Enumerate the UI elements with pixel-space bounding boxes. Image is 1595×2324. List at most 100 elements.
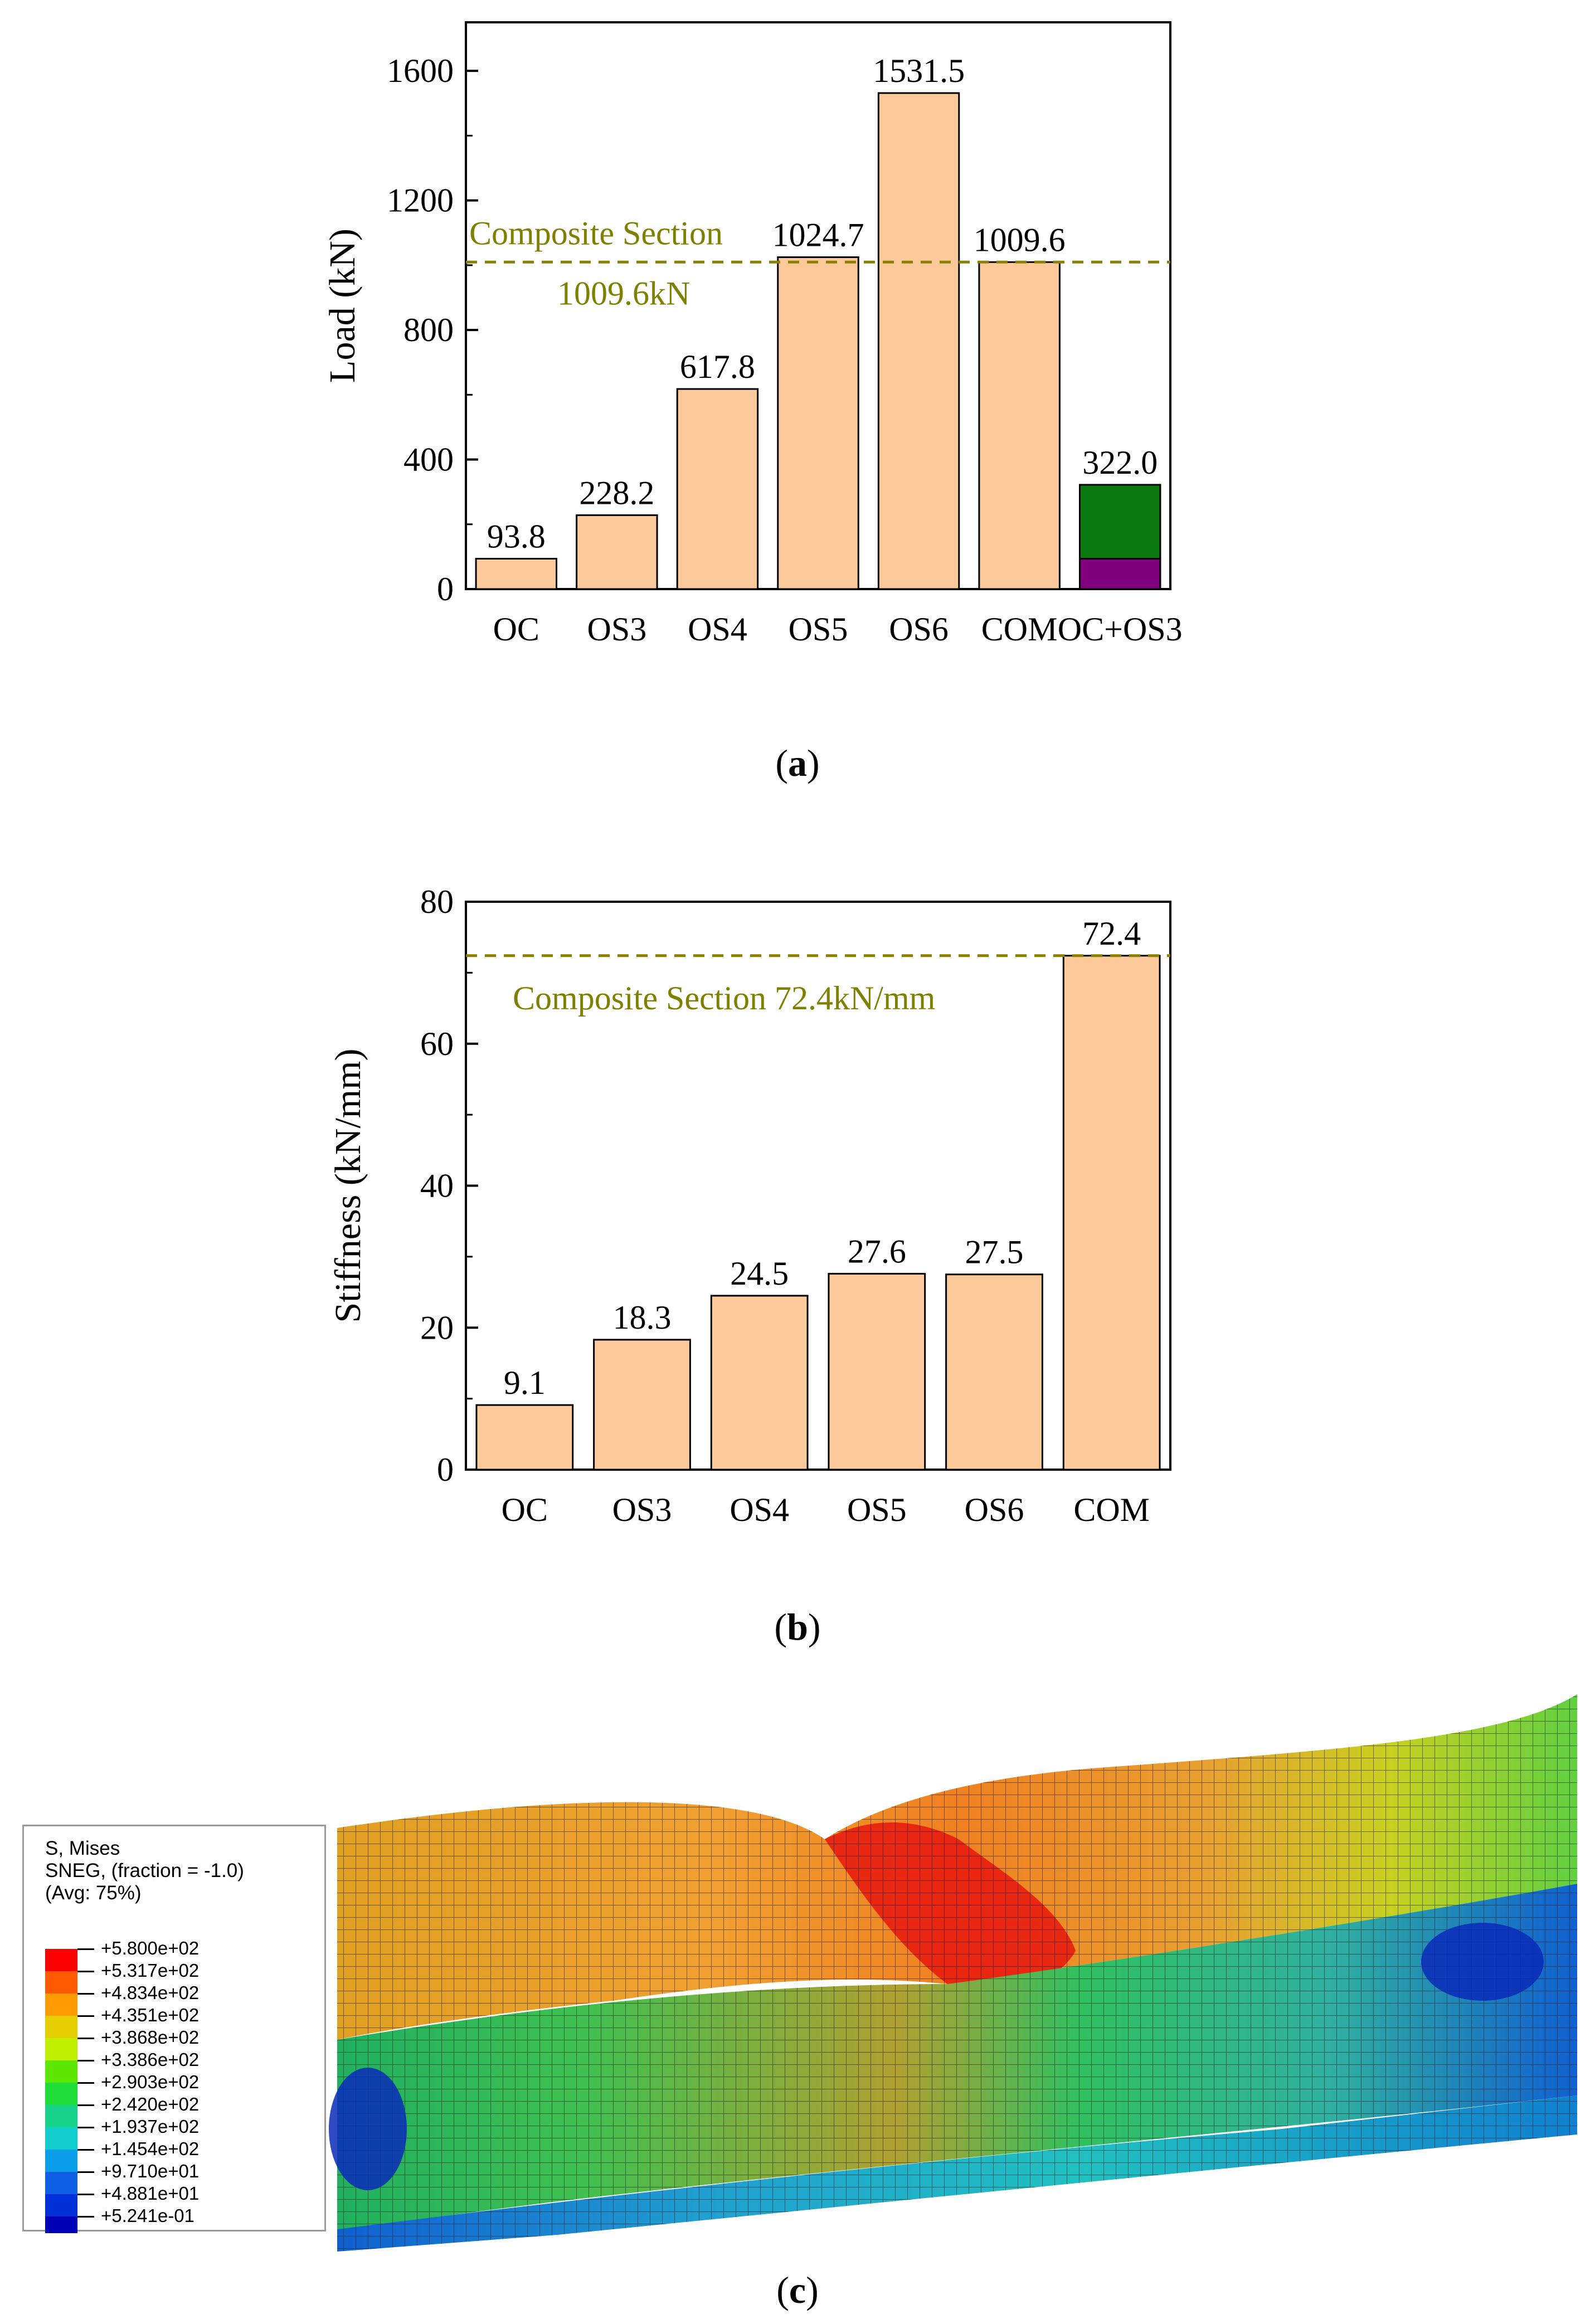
data-label-OS4: 617.8 <box>680 348 755 385</box>
legend-swatch-0 <box>45 1949 77 1972</box>
legend-level-12: +5.241e-01 <box>101 2205 194 2226</box>
legend-swatch-2 <box>45 1994 77 2016</box>
caption-b: (b) <box>774 1606 821 1648</box>
data-label-OC: 9.1 <box>504 1364 546 1401</box>
legend-tick-6 <box>77 2082 94 2084</box>
legend-level-7: +2.420e+02 <box>101 2094 200 2114</box>
bar-COM <box>978 261 1061 590</box>
load-chart-panel: 0 400 800 1200 1600 Load (kN) 93.8 OC 228.2 OS3 61… <box>0 0 1595 814</box>
legend-level-3: +4.351e+02 <box>101 2005 200 2025</box>
y-axis-label: Load (kN) <box>322 228 363 383</box>
x-tick-label-OC+OS3: OC+OS3 <box>1058 611 1183 648</box>
legend-swatch-10 <box>45 2172 77 2195</box>
bar-OC+OS3-segment-os3 <box>1078 484 1161 560</box>
legend-swatch-7 <box>45 2105 77 2128</box>
legend-level-1: +5.317e+02 <box>101 1960 200 1981</box>
bar-OS4 <box>710 1295 809 1471</box>
y-tick-label-3: 1200 <box>387 182 454 219</box>
data-label-OS6: 1531.5 <box>873 52 965 89</box>
bar-OC <box>475 557 558 590</box>
legend-swatch-1 <box>45 1971 77 1994</box>
x-tick-label-OS3: OS3 <box>587 611 647 648</box>
bar-OS6 <box>877 92 960 590</box>
x-tick-label-OC: OC <box>502 1491 548 1528</box>
reference-label-line-2: 1009.6kN <box>557 275 690 312</box>
x-tick-label-OS3: OS3 <box>612 1491 672 1528</box>
legend-title-line-3: (Avg: 75%) <box>45 1882 142 1904</box>
legend-swatch-8 <box>45 2127 77 2150</box>
data-label-OC+OS3: 322.0 <box>1082 444 1158 481</box>
caption-c: (c) <box>776 2269 819 2311</box>
y-tick-label-0: 0 <box>437 1451 454 1488</box>
legend-tick-0 <box>77 1948 94 1950</box>
x-tick-label-OS6: OS6 <box>889 611 949 648</box>
reference-label-line-1: Composite Section <box>469 215 723 251</box>
bar-OS3 <box>593 1339 691 1471</box>
legend-swatch-3 <box>45 2016 77 2039</box>
bar-OS5 <box>777 256 859 590</box>
legend-tick-2 <box>77 1993 94 1995</box>
legend-tick-8 <box>77 2127 94 2128</box>
legend-tick-4 <box>77 2038 94 2039</box>
x-tick-label-OS5: OS5 <box>789 611 848 648</box>
bar-OC <box>475 1404 574 1471</box>
legend-title-line-2: SNEG, (fraction = -1.0) <box>45 1860 244 1881</box>
data-label-COM: 1009.6 <box>974 221 1066 258</box>
legend-tick-11 <box>77 2194 94 2195</box>
legend-tick-10 <box>77 2171 94 2173</box>
legend-tick-7 <box>77 2104 94 2106</box>
legend-level-8: +1.937e+02 <box>101 2116 200 2137</box>
legend-tick-1 <box>77 1971 94 1972</box>
legend-tick-9 <box>77 2149 94 2151</box>
stiffness-bar-chart: 0 20 40 60 80 Stiffness (kN/mm) 9.1 OC 18.3 OS3 24… <box>328 883 1171 1528</box>
bar-OS3 <box>576 514 658 590</box>
legend-title-line-1: S, Mises <box>45 1837 120 1859</box>
y-tick-label-2: 40 <box>420 1168 454 1204</box>
stiffness-chart-panel: 0 20 40 60 80 Stiffness (kN/mm) 9.1 OC 18.3 OS3 24… <box>0 858 1595 1650</box>
x-tick-label-COM: COM <box>981 611 1058 648</box>
data-label-OS6: 27.5 <box>965 1234 1024 1271</box>
legend-level-10: +9.710e+01 <box>101 2161 200 2181</box>
legend-swatch-4 <box>45 2038 77 2061</box>
legend-swatch-12 <box>45 2216 77 2233</box>
y-tick-label-4: 80 <box>420 883 454 920</box>
legend-level-11: +4.881e+01 <box>101 2183 200 2204</box>
legend-tick-12 <box>77 2216 94 2218</box>
legend-level-0: +5.800e+02 <box>101 1938 200 1958</box>
data-label-OS5: 27.6 <box>848 1233 906 1270</box>
bar-OS4 <box>676 388 759 590</box>
legend-swatch-11 <box>45 2194 77 2217</box>
legend-swatch-5 <box>45 2060 77 2083</box>
y-tick-label-0: 0 <box>437 571 454 607</box>
y-tick-label-1: 20 <box>420 1309 454 1346</box>
legend-swatch-9 <box>45 2150 77 2172</box>
data-label-OS5: 1024.7 <box>772 217 864 254</box>
load-bar-chart: 0 400 800 1200 1600 Load (kN) 93.8 OC 228.2 OS3 61… <box>322 21 1183 648</box>
contour-legend: S, Mises SNEG, (fraction = -1.0) (Avg: 7… <box>22 1825 326 2233</box>
data-label-OS3: 228.2 <box>579 474 654 511</box>
reference-label: Composite Section 72.4kN/mm <box>513 980 935 1017</box>
legend-level-4: +3.868e+02 <box>101 2027 200 2048</box>
y-tick-label-4: 1600 <box>387 52 454 89</box>
bar-COM <box>1062 955 1161 1471</box>
x-tick-label-OS4: OS4 <box>730 1491 789 1528</box>
y-tick-label-1: 400 <box>403 441 454 478</box>
legend-tick-5 <box>77 2060 94 2062</box>
y-tick-label-3: 60 <box>420 1025 454 1062</box>
bar-OS6 <box>945 1273 1043 1471</box>
fe-contour-beam <box>329 1694 1577 2252</box>
bar-OS5 <box>828 1272 926 1471</box>
y-axis-label: Stiffness (kN/mm) <box>328 1049 368 1323</box>
data-label-OS4: 24.5 <box>730 1255 789 1292</box>
legend-tick-3 <box>77 2015 94 2017</box>
caption-a: (a) <box>775 742 820 784</box>
x-tick-label-OS6: OS6 <box>965 1491 1024 1528</box>
x-tick-label-OS5: OS5 <box>847 1491 907 1528</box>
x-tick-label-OC: OC <box>493 611 539 648</box>
legend-level-6: +2.903e+02 <box>101 2072 200 2092</box>
x-tick-label-COM: COM <box>1073 1491 1150 1528</box>
data-label-COM: 72.4 <box>1082 915 1141 952</box>
y-tick-label-2: 800 <box>403 312 454 348</box>
legend-level-5: +3.386e+02 <box>101 2049 200 2070</box>
x-tick-label-OS4: OS4 <box>688 611 747 648</box>
